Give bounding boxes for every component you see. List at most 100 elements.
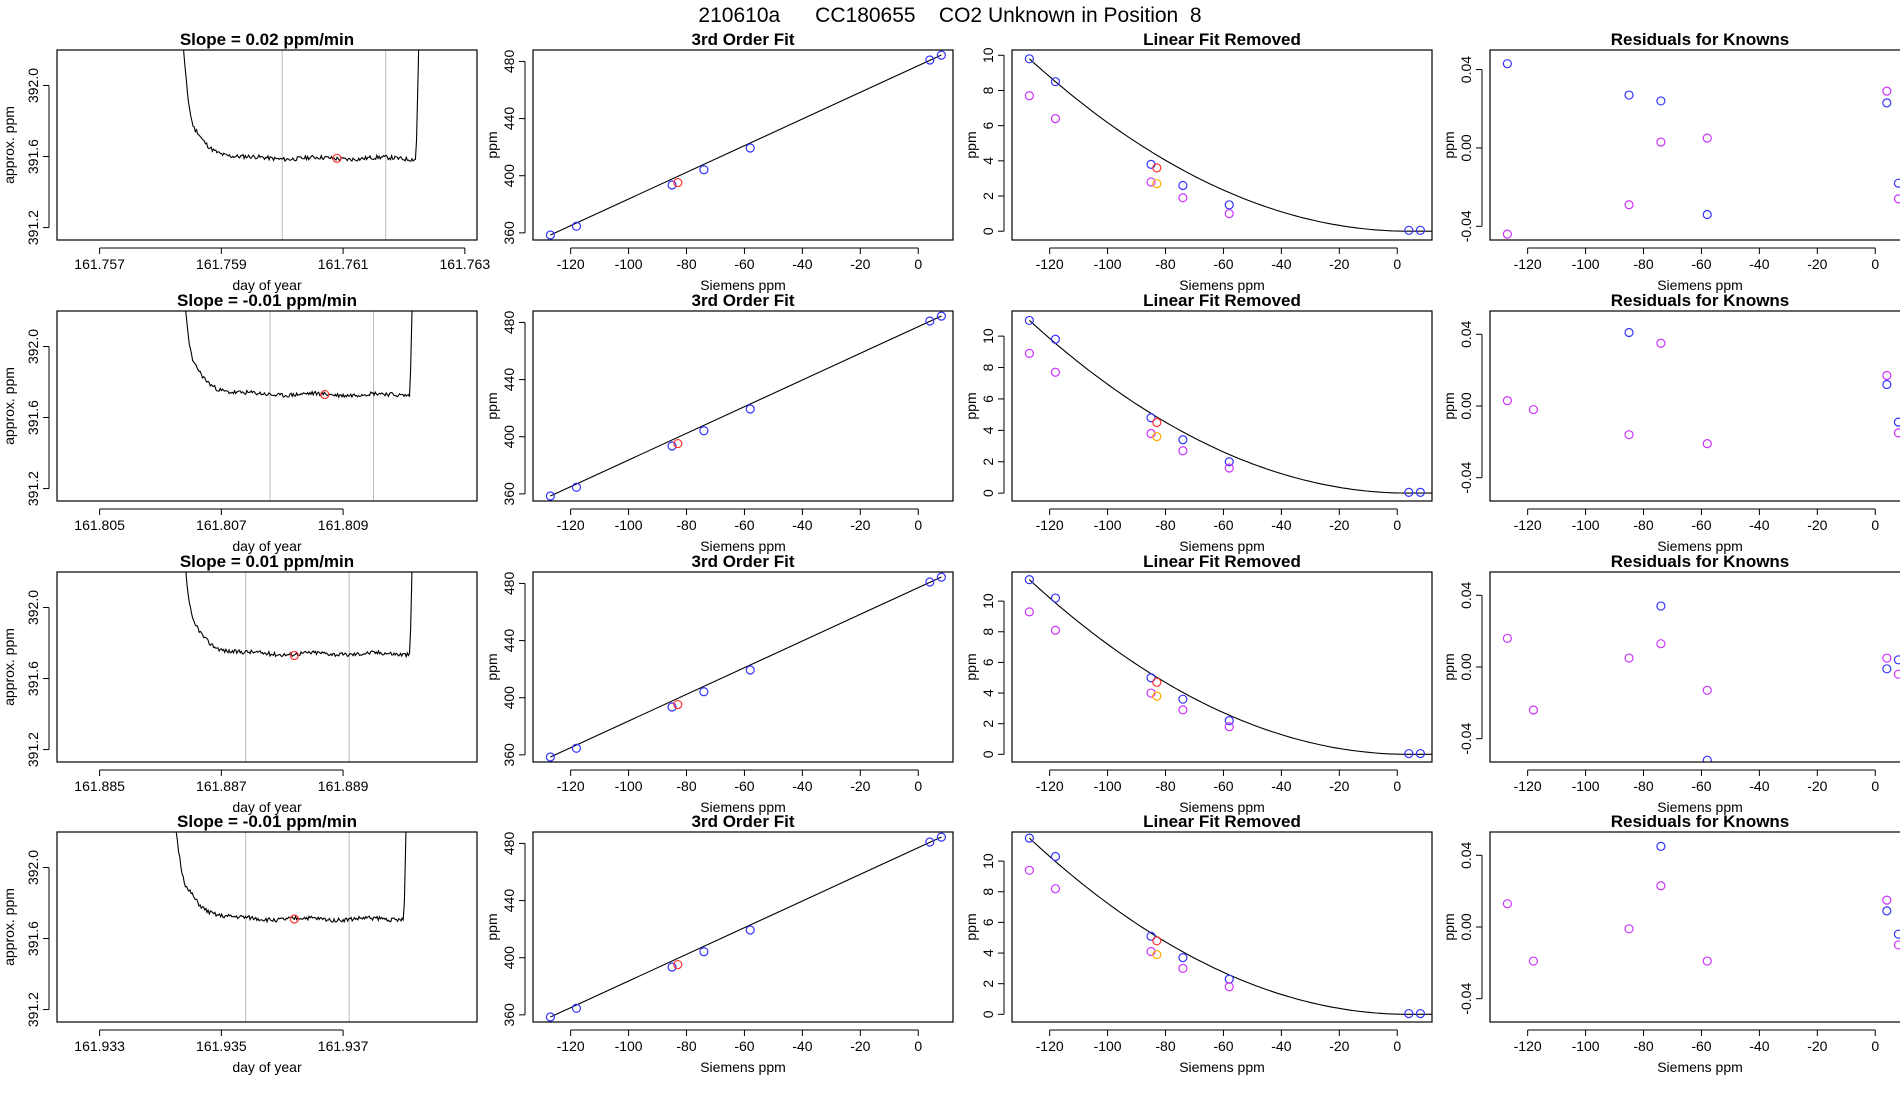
- x-tick-label: -80: [1633, 256, 1653, 272]
- y-tick-label: -0.04: [1458, 983, 1474, 1015]
- y-tick-label: 4: [980, 689, 996, 697]
- y-tick-label: -0.04: [1458, 723, 1474, 755]
- plot-frame: [56, 49, 478, 241]
- x-tick-label: -100: [1094, 517, 1122, 533]
- point-knowns: [1404, 487, 1414, 497]
- x-tick-label: -40: [792, 1038, 812, 1054]
- x-tick-label: -60: [1691, 1038, 1711, 1054]
- plot-title: 3rd Order Fit: [692, 552, 795, 571]
- point-residual-fit: [1050, 625, 1061, 635]
- x-tick-label: 0: [1393, 1038, 1401, 1054]
- ppm-trace-line: [185, 311, 413, 399]
- x-tick-label: -20: [1807, 1038, 1827, 1054]
- x-axis-label: Siemens ppm: [1657, 799, 1743, 815]
- panel-3-0: Slope = -0.01 ppm/min 161.933 161.935 161.9…: [1, 812, 478, 1075]
- y-tick-label: 4: [980, 157, 996, 165]
- point-residual-fit: [1178, 446, 1188, 456]
- point-knowns: [745, 143, 755, 153]
- point-knowns: [936, 832, 947, 842]
- x-tick-label: -60: [734, 778, 754, 794]
- y-tick-label: 0.00: [1458, 913, 1474, 940]
- x-axis-label: Siemens ppm: [1179, 1059, 1265, 1075]
- point-violet: [1502, 633, 1512, 643]
- x-tick-label: -80: [1155, 1038, 1175, 1054]
- y-tick-label: 391.2: [25, 732, 41, 767]
- x-tick-label: -80: [676, 256, 696, 272]
- x-tick-label: -60: [1213, 778, 1233, 794]
- x-tick-label: -120: [557, 1038, 585, 1054]
- panel-2-2: Linear Fit Removed -120 -100 -80 -60 -40 -20 0 S…: [963, 552, 1433, 815]
- y-axis-label: ppm: [1441, 913, 1457, 940]
- panel-3-2: Linear Fit Removed -120 -100 -80 -60 -40 -20 0 S…: [963, 812, 1433, 1075]
- x-axis-label: Siemens ppm: [1657, 1059, 1743, 1075]
- point-knowns: [1415, 225, 1426, 235]
- point-knowns: [667, 180, 677, 190]
- x-tick-label: 161.937: [318, 1038, 369, 1054]
- x-tick-label: -120: [1036, 256, 1064, 272]
- point-knowns: [571, 743, 582, 753]
- y-tick-label: 400: [501, 686, 517, 710]
- plot-title: Slope = 0.02 ppm/min: [180, 30, 354, 49]
- y-tick-label: 391.6: [25, 921, 41, 956]
- point-knowns: [1050, 77, 1061, 87]
- x-tick-label: -20: [850, 517, 870, 533]
- point-violet: [1893, 428, 1900, 438]
- x-tick-label: -120: [557, 256, 585, 272]
- y-tick-label: 4: [980, 949, 996, 957]
- x-axis-label: Siemens ppm: [700, 277, 786, 293]
- y-tick-label: 400: [501, 425, 517, 449]
- point-knowns: [545, 1012, 555, 1022]
- point-violet: [1702, 133, 1712, 143]
- x-tick-label: 0: [1393, 517, 1401, 533]
- x-tick-label: -60: [1213, 517, 1233, 533]
- point-knowns: [1415, 487, 1426, 497]
- point-blue: [1893, 417, 1900, 427]
- x-tick-label: -100: [1094, 778, 1122, 794]
- plot-data: [183, 50, 420, 240]
- y-tick-label: 392.0: [25, 850, 41, 885]
- point-knowns: [1050, 334, 1061, 344]
- point-blue: [1656, 841, 1666, 851]
- x-tick-label: 161.809: [318, 517, 369, 533]
- x-axis-label: Siemens ppm: [1179, 538, 1265, 554]
- panel-3-1: 3rd Order Fit -120 -100 -80 -60 -40 -20 0 Siemen…: [484, 812, 954, 1075]
- y-tick-label: 0.04: [1458, 841, 1474, 868]
- plot-title: Residuals for Knowns: [1611, 291, 1790, 310]
- x-tick-label: -80: [1155, 778, 1175, 794]
- point-violet: [1502, 899, 1512, 909]
- x-tick-label: -100: [1094, 256, 1122, 272]
- point-knowns: [745, 665, 755, 675]
- point-knowns: [699, 947, 709, 957]
- x-tick-label: -20: [1329, 517, 1349, 533]
- point-violet: [1702, 956, 1712, 966]
- y-tick-label: 0: [980, 1010, 996, 1018]
- y-tick-label: 440: [501, 368, 517, 392]
- point-blue: [1882, 379, 1892, 390]
- fit-line: [550, 54, 942, 236]
- x-tick-label: -60: [734, 1038, 754, 1054]
- plot-data: [1502, 601, 1900, 762]
- point-residual-fit: [1146, 688, 1156, 698]
- point-residual-fit: [1224, 463, 1234, 473]
- x-tick-label: -100: [1094, 1038, 1122, 1054]
- plot-title: Linear Fit Removed: [1143, 812, 1301, 831]
- point-violet: [1502, 396, 1512, 406]
- point-knowns: [1178, 694, 1188, 704]
- x-tick-label: 0: [1393, 256, 1401, 272]
- x-tick-label: -40: [1749, 517, 1769, 533]
- y-tick-label: 440: [501, 889, 517, 913]
- x-tick-label: -100: [1572, 517, 1600, 533]
- point-blue: [1882, 906, 1892, 916]
- y-tick-label: 2: [980, 192, 996, 200]
- point-residual-fit: [1024, 348, 1034, 358]
- point-blue: [1882, 98, 1892, 108]
- fit-curve: [1029, 319, 1432, 494]
- point-knowns: [1224, 974, 1234, 984]
- plot-title: 3rd Order Fit: [692, 291, 795, 310]
- point-violet: [1702, 439, 1712, 449]
- x-tick-label: -100: [615, 1038, 643, 1054]
- x-tick-label: 161.887: [196, 778, 247, 794]
- y-axis-label: ppm: [484, 913, 500, 940]
- x-tick-label: -20: [1807, 517, 1827, 533]
- point-knowns: [1415, 748, 1426, 759]
